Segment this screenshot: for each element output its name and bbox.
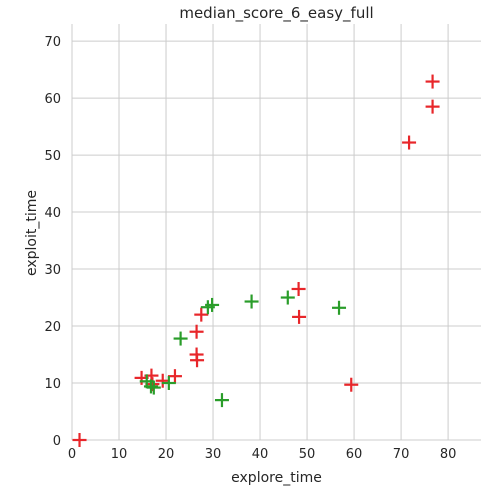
data-point: [214, 393, 229, 408]
x-tick-label: 0: [68, 447, 76, 462]
data-point: [167, 369, 182, 384]
x-gridlines: [72, 24, 481, 441]
x-tick-label: 70: [393, 447, 410, 462]
x-tick-label: 40: [252, 447, 269, 462]
y-tick-label: 20: [44, 320, 61, 335]
data-points: [72, 74, 440, 447]
x-tick-label: 30: [205, 447, 222, 462]
y-tick-label: 50: [44, 149, 61, 164]
data-point: [280, 290, 295, 305]
data-point: [425, 99, 440, 114]
data-point: [425, 74, 440, 89]
data-point: [155, 373, 170, 388]
data-point: [205, 297, 220, 312]
data-point: [194, 307, 209, 322]
x-tick-label: 20: [158, 447, 175, 462]
data-point: [332, 300, 347, 315]
data-point: [244, 294, 259, 309]
y-tick-label: 60: [44, 92, 61, 107]
data-point: [402, 135, 417, 150]
x-tick-label: 10: [111, 447, 128, 462]
data-point: [161, 376, 176, 391]
y-tick-label: 30: [44, 263, 61, 278]
y-axis-label: exploit_time: [24, 190, 40, 276]
x-tick-label: 80: [440, 447, 457, 462]
y-tick-label: 70: [44, 35, 61, 50]
data-point: [344, 377, 359, 392]
y-gridlines: [71, 24, 481, 440]
x-tick-label: 60: [346, 447, 363, 462]
y-tick-label: 40: [44, 206, 61, 221]
y-tick-label: 10: [44, 377, 61, 392]
x-tick-labels: 0 10 20 30 40 50 60 70 80: [68, 447, 457, 462]
data-point: [291, 281, 306, 296]
data-point: [190, 353, 205, 368]
x-axis-label: explore_time: [231, 470, 322, 486]
data-point: [72, 433, 87, 447]
x-tick-label: 50: [299, 447, 316, 462]
chart-title: median_score_6_easy_full: [179, 4, 373, 23]
y-tick-labels: 0 10 20 30 40 50 60 70: [44, 35, 61, 449]
data-point: [146, 380, 161, 395]
data-point: [189, 324, 204, 339]
data-point: [292, 309, 307, 324]
data-point: [143, 379, 158, 394]
data-point: [173, 331, 188, 346]
y-tick-label: 0: [53, 434, 61, 449]
